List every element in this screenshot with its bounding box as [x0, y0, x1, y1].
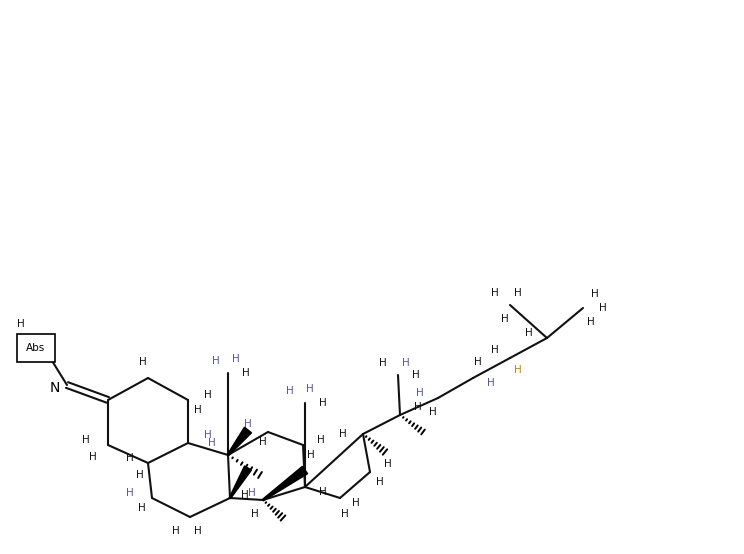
Text: H: H — [319, 398, 327, 408]
Text: H: H — [319, 487, 327, 497]
Polygon shape — [228, 427, 251, 455]
Text: H: H — [212, 356, 220, 366]
Polygon shape — [229, 466, 251, 499]
Text: H: H — [591, 289, 599, 299]
Text: H: H — [241, 490, 249, 500]
Text: H: H — [259, 437, 267, 447]
Text: H: H — [251, 509, 259, 519]
FancyBboxPatch shape — [17, 334, 55, 362]
Text: H: H — [204, 390, 212, 400]
Text: H: H — [89, 452, 97, 462]
Text: H: H — [474, 357, 482, 367]
Text: H: H — [194, 405, 202, 415]
Text: H: H — [339, 429, 347, 439]
Text: H: H — [412, 370, 420, 380]
Text: H: H — [244, 419, 252, 429]
Text: H: H — [204, 430, 212, 440]
Text: H: H — [307, 450, 315, 460]
Text: H: H — [82, 435, 90, 445]
Text: H: H — [384, 459, 392, 469]
Text: H: H — [242, 368, 250, 378]
Polygon shape — [263, 466, 307, 501]
Text: H: H — [172, 526, 180, 536]
Text: H: H — [501, 314, 509, 324]
Text: H: H — [514, 288, 522, 298]
Text: H: H — [491, 345, 499, 355]
Text: H: H — [126, 453, 134, 463]
Text: H: H — [402, 358, 410, 368]
Text: H: H — [514, 365, 522, 375]
Text: H: H — [587, 317, 595, 327]
Text: H: H — [341, 509, 349, 519]
Text: H: H — [306, 384, 314, 394]
Text: H: H — [317, 435, 325, 445]
Text: H: H — [17, 319, 25, 329]
Text: H: H — [525, 328, 533, 338]
Text: H: H — [487, 378, 495, 388]
Text: H: H — [232, 354, 240, 364]
Text: H: H — [194, 526, 202, 536]
Text: H: H — [599, 303, 607, 313]
Text: H: H — [416, 388, 424, 398]
Text: H: H — [414, 402, 422, 412]
Text: H: H — [136, 470, 144, 480]
Text: H: H — [491, 288, 499, 298]
Text: Abs: Abs — [26, 343, 45, 353]
Text: H: H — [429, 407, 437, 417]
Text: H: H — [126, 488, 134, 498]
Text: H: H — [208, 438, 216, 448]
Text: H: H — [379, 358, 387, 368]
Text: H: H — [248, 488, 256, 498]
Text: N: N — [50, 381, 60, 395]
Text: H: H — [286, 386, 294, 396]
Text: H: H — [352, 498, 360, 508]
Text: H: H — [138, 503, 146, 513]
Text: H: H — [376, 477, 384, 487]
Text: H: H — [139, 357, 147, 367]
